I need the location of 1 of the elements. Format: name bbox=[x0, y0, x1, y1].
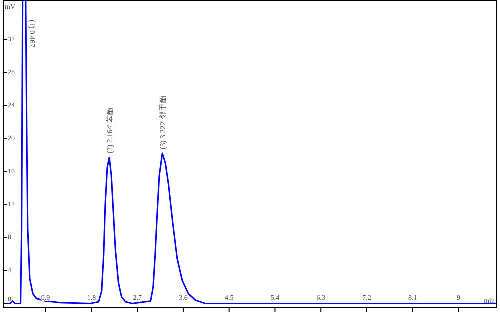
line-series bbox=[4, 0, 498, 304]
